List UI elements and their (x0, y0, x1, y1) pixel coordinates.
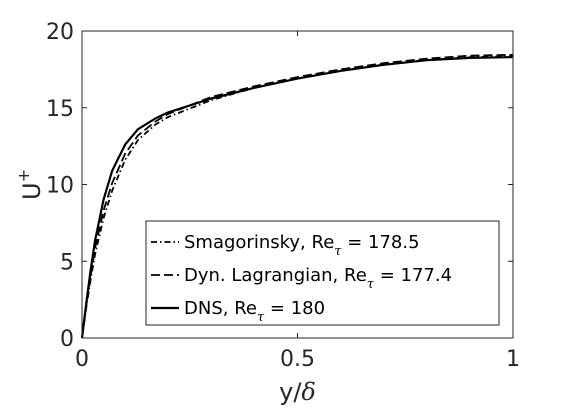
y-axis-label-main: U (18, 182, 46, 200)
x-axis-label-main: y/ (279, 378, 302, 406)
series-line-2 (80, 56, 514, 339)
x-tick-label: 1 (506, 347, 520, 372)
legend-entry-1: Dyn. Lagrangian, Reτ = 177.4 (184, 265, 452, 292)
x-axis-label: y/δ (279, 378, 316, 406)
x-tick-label: 0 (75, 347, 89, 372)
y-axis-label-sup: + (14, 169, 33, 182)
y-tick-label: 15 (46, 97, 74, 122)
legend-entry-2: DNS, Reτ = 180 (184, 298, 325, 325)
y-tick-label: 0 (60, 327, 74, 352)
legend-box (145, 220, 500, 326)
x-tick-label: 0.5 (280, 347, 315, 372)
y-tick-label: 20 (46, 20, 74, 45)
y-axis-label: U+ (14, 169, 46, 200)
x-axis-label-symbol: δ (301, 378, 315, 406)
y-tick-label: 5 (60, 250, 74, 275)
legend: Smagorinsky, Reτ = 178.5 Dyn. Lagrangian,… (145, 220, 500, 326)
legend-entry-0: Smagorinsky, Reτ = 178.5 (184, 232, 420, 259)
series-layer (80, 53, 514, 339)
y-tick-label: 10 (46, 174, 74, 199)
